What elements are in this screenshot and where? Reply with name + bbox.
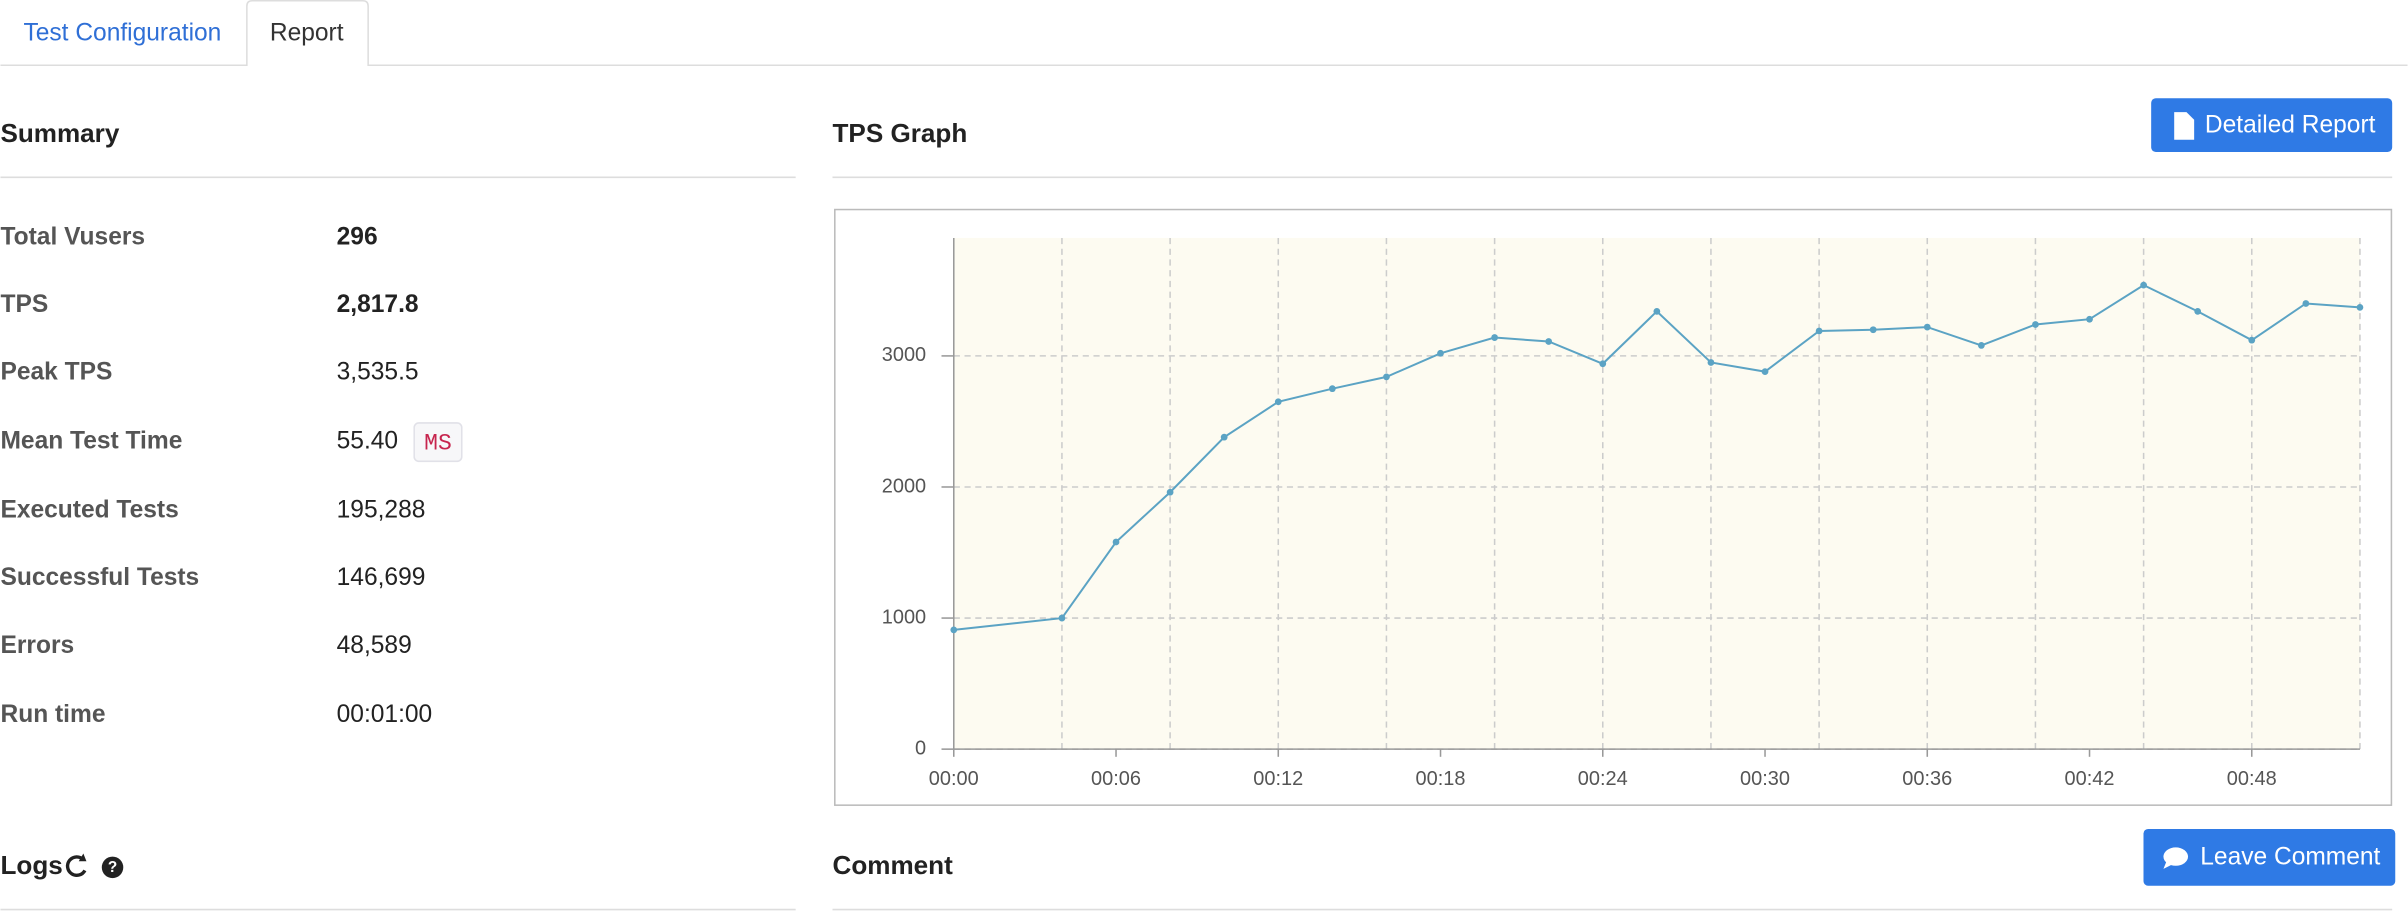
x-tick-label: 00:24 xyxy=(1578,768,1628,790)
data-line xyxy=(953,283,2361,631)
row-label: Successful Tests xyxy=(0,564,199,591)
row-value: 146,699 xyxy=(337,564,426,591)
data-point xyxy=(1166,488,1174,496)
x-tick-label: 00:30 xyxy=(1740,768,1790,790)
row-label: TPS xyxy=(0,291,48,318)
plot-background xyxy=(953,237,2360,750)
data-point xyxy=(1923,323,1931,331)
section-title: TPS Graph xyxy=(833,118,968,148)
tab[interactable]: Report xyxy=(270,19,344,46)
data-point xyxy=(1869,326,1877,334)
x-tick-label: 00:06 xyxy=(1091,768,1141,790)
row-label: Run time xyxy=(0,701,105,728)
data-point xyxy=(1437,349,1444,357)
x-tick-label: 00:36 xyxy=(1902,768,1952,790)
button-label[interactable]: Detailed Report xyxy=(2205,111,2376,138)
row-value: 2,817.8 xyxy=(337,291,419,318)
row-value: 195,288 xyxy=(337,497,426,524)
tab[interactable]: Test Configuration xyxy=(23,19,221,46)
comment-icon-tail xyxy=(2163,861,2173,869)
row-value: 3,535.5 xyxy=(337,359,419,386)
data-point xyxy=(1977,342,1985,349)
detailed-report-button[interactable] xyxy=(2151,98,2393,152)
x-tick-label: 00:18 xyxy=(1416,768,1466,790)
refresh-icon-arrow xyxy=(78,853,87,862)
data-point xyxy=(1815,327,1823,335)
help-icon[interactable] xyxy=(101,856,124,879)
row-label: Executed Tests xyxy=(0,497,178,524)
x-tick-label: 00:12 xyxy=(1253,768,1303,790)
data-point xyxy=(1545,338,1553,345)
button-label[interactable]: Leave Comment xyxy=(2200,844,2380,871)
file-icon xyxy=(2174,112,2195,140)
data-point xyxy=(2302,300,2310,307)
active-tab[interactable] xyxy=(246,0,369,67)
row-label: Peak TPS xyxy=(0,359,112,386)
row-label: Errors xyxy=(0,632,74,659)
row-value: 00:01:00 xyxy=(337,701,433,728)
leave-comment-button[interactable] xyxy=(2143,828,2396,886)
help-icon-glyph: ? xyxy=(108,859,117,876)
refresh-icon[interactable] xyxy=(65,855,87,877)
data-point xyxy=(1491,334,1498,341)
data-point xyxy=(2194,307,2202,315)
chart: 0 1000 2000 3000 00:00 00:06 00:12 00:18 00:24 00… xyxy=(882,237,2364,790)
data-point xyxy=(2140,281,2147,289)
data-point xyxy=(1274,398,1282,406)
comment-icon xyxy=(2163,847,2189,866)
data-point xyxy=(950,626,958,634)
data-point xyxy=(1599,360,1607,368)
x-tick-label: 00:00 xyxy=(929,768,979,790)
data-point xyxy=(1707,359,1715,366)
data-point xyxy=(1058,614,1066,622)
section-title: Summary xyxy=(0,118,119,148)
y-tick-label: 1000 xyxy=(882,606,926,628)
section-title: Comment xyxy=(833,850,954,880)
data-point xyxy=(1328,385,1336,393)
data-point xyxy=(2248,336,2256,344)
row-value: 48,589 xyxy=(337,632,412,659)
row-value: 296 xyxy=(337,223,378,250)
row-value: 55.40 xyxy=(337,428,398,455)
unit-label: MS xyxy=(424,431,452,457)
y-tick-label: 2000 xyxy=(882,475,926,497)
data-point xyxy=(1220,433,1228,441)
data-point xyxy=(2356,304,2364,311)
x-tick-label: 00:42 xyxy=(2065,768,2115,790)
summary-rows: Total Vusers 296 TPS 2,817.8 Peak TPS 3,535.5… xyxy=(0,223,463,728)
data-point xyxy=(2032,321,2039,328)
data-point xyxy=(1653,307,1661,315)
row-label: Total Vusers xyxy=(0,223,145,250)
section-title: Logs xyxy=(0,850,62,880)
data-point xyxy=(1112,538,1120,546)
y-tick-label: 0 xyxy=(915,737,926,759)
data-point xyxy=(2086,315,2093,323)
unit-badge xyxy=(413,422,463,463)
row-label: Mean Test Time xyxy=(0,428,182,455)
data-point xyxy=(1383,373,1390,381)
y-tick-label: 3000 xyxy=(882,344,926,366)
data-point xyxy=(1761,368,1769,376)
x-tick-label: 00:48 xyxy=(2227,768,2277,790)
